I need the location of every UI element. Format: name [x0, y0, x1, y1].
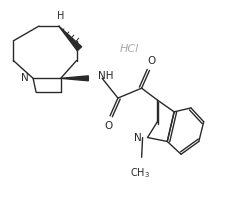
- Text: N: N: [133, 133, 141, 143]
- Text: NH: NH: [98, 71, 113, 81]
- Text: H: H: [57, 11, 64, 21]
- Text: HCl: HCl: [120, 44, 139, 54]
- Text: O: O: [104, 121, 112, 131]
- Text: CH$_3$: CH$_3$: [129, 166, 149, 180]
- Text: O: O: [147, 55, 155, 65]
- Polygon shape: [61, 76, 88, 81]
- Text: N: N: [21, 73, 29, 83]
- Polygon shape: [58, 26, 81, 51]
